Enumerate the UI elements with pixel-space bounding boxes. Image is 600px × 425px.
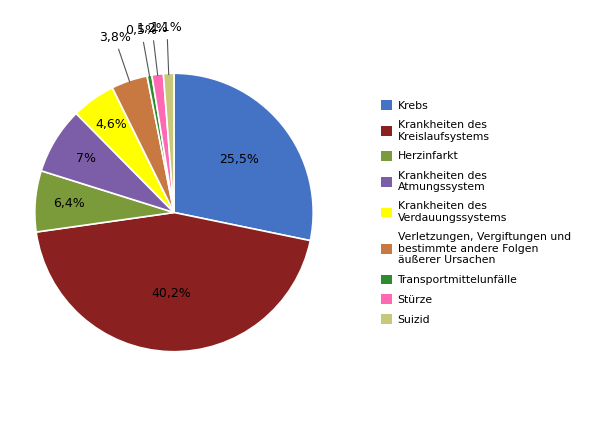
Text: 25,5%: 25,5% <box>219 153 259 166</box>
Text: 40,2%: 40,2% <box>152 287 191 300</box>
Text: 6,4%: 6,4% <box>53 197 85 210</box>
Wedge shape <box>112 76 174 212</box>
Text: 0,5%: 0,5% <box>125 24 157 77</box>
Legend: Krebs, Krankheiten des
Kreislaufsystems, Herzinfarkt, Krankheiten des
Atmungssys: Krebs, Krankheiten des Kreislaufsystems,… <box>381 100 571 325</box>
Wedge shape <box>174 73 313 241</box>
Text: 4,6%: 4,6% <box>95 118 127 130</box>
Wedge shape <box>152 74 174 212</box>
Wedge shape <box>41 113 174 212</box>
Text: 1,2%: 1,2% <box>136 22 168 76</box>
Wedge shape <box>35 171 174 232</box>
Wedge shape <box>76 88 174 212</box>
Text: 7%: 7% <box>76 152 96 165</box>
Text: 1,1%: 1,1% <box>151 21 183 75</box>
Wedge shape <box>147 75 174 212</box>
Wedge shape <box>163 73 174 212</box>
Wedge shape <box>36 212 310 352</box>
Text: 3,8%: 3,8% <box>98 31 130 82</box>
